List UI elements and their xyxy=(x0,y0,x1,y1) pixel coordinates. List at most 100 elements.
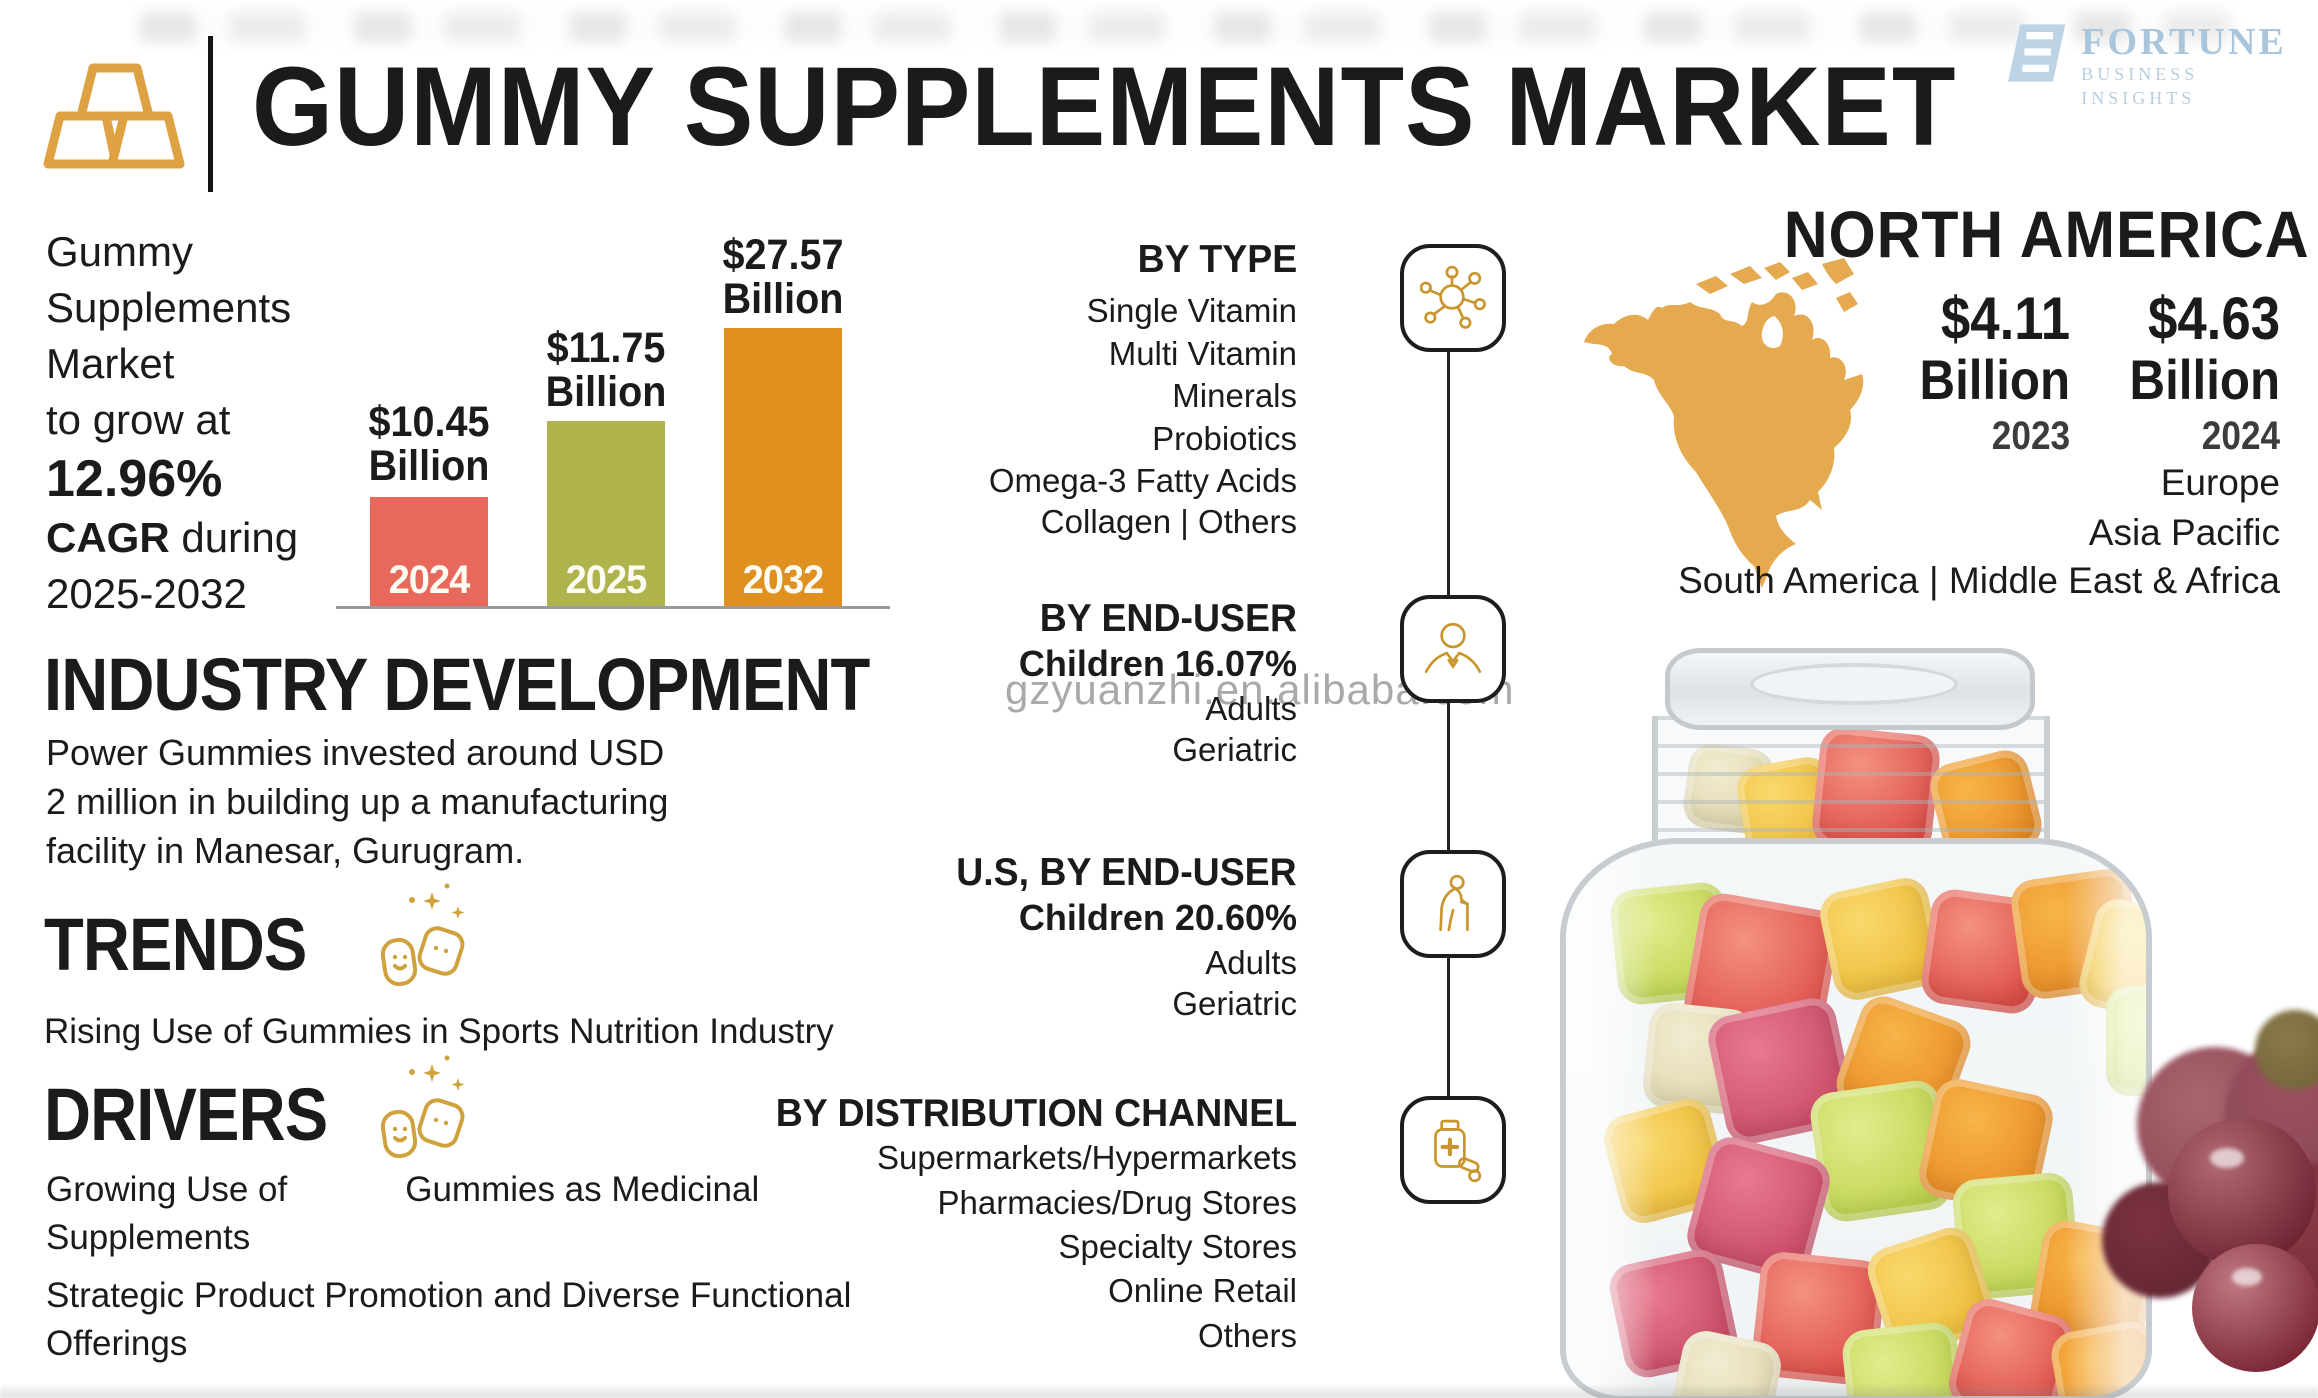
cagr-label: CAGR xyxy=(46,514,170,561)
by-type-item: Single Vitamin xyxy=(1086,292,1297,329)
bar-value-unit: Billion xyxy=(722,275,844,323)
stat-value: $4.11 xyxy=(1940,285,2070,352)
grape-highlight xyxy=(2210,1148,2244,1168)
by-distribution-item: Supermarkets/Hypermarkets xyxy=(877,1139,1297,1176)
trends-heading: TRENDS xyxy=(44,903,307,986)
bar-value-label: $27.57 Billion xyxy=(673,233,894,321)
person-icon xyxy=(1424,622,1482,674)
fb-monogram-icon xyxy=(2008,24,2066,82)
forecast-period: 2025-2032 xyxy=(46,570,247,617)
by-type-heading: BY TYPE xyxy=(1137,238,1297,281)
bar-2024: 2024 xyxy=(370,497,488,607)
by-distribution-item: Online Retail xyxy=(1108,1272,1297,1309)
gold-bars-icon xyxy=(43,63,185,169)
stat-unit: Billion xyxy=(2129,348,2280,411)
bar-value-unit: Billion xyxy=(545,368,667,416)
gummy-cube xyxy=(1680,740,1777,837)
watermark-smudge xyxy=(140,12,2230,42)
us-by-end-user-icon-box xyxy=(1400,850,1506,958)
bar-value-amount: $10.45 xyxy=(368,398,490,446)
by-end-user-item: Adults xyxy=(1205,690,1297,727)
bar-year-label: 2025 xyxy=(565,558,648,602)
bottom-watermark-strip xyxy=(0,1386,2318,1398)
by-end-user-item: Geriatric xyxy=(1172,731,1297,768)
molecule-icon xyxy=(1420,265,1486,329)
intro-line: to grow at xyxy=(46,396,231,443)
by-distribution-item: Specialty Stores xyxy=(1058,1228,1297,1265)
intro-line: Supplements xyxy=(46,284,292,331)
by-type-item: Collagen | Others xyxy=(1040,503,1297,540)
stat-2024: $4.63 Billion 2024 xyxy=(2129,288,2280,462)
us-by-end-user-item: Geriatric xyxy=(1172,985,1297,1022)
by-type-item: Minerals xyxy=(1172,377,1297,414)
gummy-cube xyxy=(2106,986,2146,1096)
chart-baseline xyxy=(336,606,890,609)
stat-unit: Billion xyxy=(1919,348,2070,411)
bar-year-label: 2024 xyxy=(388,558,471,602)
drivers-item-2: Strategic Product Promotion and Diverse … xyxy=(46,1272,851,1368)
segment-connector-line xyxy=(1447,340,1450,1150)
header-divider xyxy=(208,36,213,192)
by-type-item: Multi Vitamin xyxy=(1108,335,1297,372)
bar-value-label: $11.75 Billion xyxy=(496,326,717,414)
bar-year-label: 2032 xyxy=(742,558,825,602)
bar-value-amount: $11.75 xyxy=(546,324,666,372)
by-end-user-highlight: Children 16.07% xyxy=(1018,643,1297,684)
intro-line: Market xyxy=(46,340,175,387)
drivers-item-1-line-2: Supplements xyxy=(46,1218,251,1257)
by-type-item: Omega-3 Fatty Acids xyxy=(988,462,1297,499)
us-by-end-user-item: Adults xyxy=(1205,944,1297,981)
drivers-item-text: Growing Use of xyxy=(46,1170,288,1209)
bar-value-label: $10.45 Billion xyxy=(319,400,540,488)
drivers-item-text: Gummies as Medicinal xyxy=(405,1170,760,1209)
north-america-map xyxy=(1584,258,1864,588)
body-line: Power Gummies invested around USD xyxy=(46,732,665,773)
intro-line: Gummy xyxy=(46,228,193,275)
by-type-item: Probiotics xyxy=(1152,420,1297,457)
intro-text: Gummy Supplements Market to grow at 12.9… xyxy=(46,224,386,622)
trends-body: Rising Use of Gummies in Sports Nutritio… xyxy=(44,1012,834,1051)
stat-value: $4.63 xyxy=(2147,285,2280,352)
north-america-heading: NORTH AMERICA xyxy=(1784,197,2310,271)
bar-value-amount: $27.57 xyxy=(722,231,844,279)
grape-highlight xyxy=(2232,1268,2262,1286)
body-line: 2 million in building up a manufacturing xyxy=(46,781,669,822)
by-type-icon-box xyxy=(1400,244,1506,352)
gummy-cube xyxy=(1733,753,1844,844)
gummy-candies-icon xyxy=(380,1055,465,1159)
by-distribution-item: Pharmacies/Drug Stores xyxy=(937,1184,1297,1221)
gummy-cube xyxy=(1925,745,2044,844)
us-by-end-user-highlight: Children 20.60% xyxy=(1018,897,1297,938)
by-distribution-heading: BY DISTRIBUTION CHANNEL xyxy=(775,1092,1297,1135)
by-end-user-heading: BY END-USER xyxy=(1039,597,1297,640)
stat-year: 2024 xyxy=(2201,414,2280,458)
by-end-user-icon-box xyxy=(1400,595,1506,703)
bar-2025: 2025 xyxy=(547,421,665,607)
bar-2032: 2032 xyxy=(724,328,842,607)
drivers-item-text: Offerings xyxy=(46,1324,188,1363)
gummy-candies-icon xyxy=(380,883,465,987)
stat-2023: $4.11 Billion 2023 xyxy=(1919,288,2070,462)
by-distribution-item: Others xyxy=(1197,1317,1297,1354)
industry-development-heading: INDUSTRY DEVELOPMENT xyxy=(44,643,870,726)
stat-year: 2023 xyxy=(1991,414,2070,458)
cagr-value: 12.96% xyxy=(46,450,223,508)
gummy-cube xyxy=(1810,725,1942,844)
logo-name: FORTUNE xyxy=(2081,21,2287,63)
elderly-person-icon xyxy=(1439,874,1469,932)
jar-neck xyxy=(1652,716,2050,844)
gummy-jar xyxy=(1560,838,2152,1398)
jar-lid xyxy=(1665,648,2035,730)
medicine-bottle-icon xyxy=(1434,1119,1482,1183)
body-line: facility in Manesar, Gurugram. xyxy=(46,830,525,871)
drivers-item-text: Strategic Product Promotion and Diverse … xyxy=(46,1276,852,1315)
drivers-item-1: Growing Use of Gummies as Medicinal xyxy=(46,1166,759,1214)
grape xyxy=(2192,1244,2318,1372)
region-item: Europe xyxy=(2160,462,2280,503)
logo-tagline: BUSINESS INSIGHTS xyxy=(2081,64,2199,108)
region-item: Asia Pacific xyxy=(2088,512,2280,553)
bar-value-unit: Billion xyxy=(368,442,490,490)
industry-development-body: Power Gummies invested around USD 2 mill… xyxy=(46,728,668,875)
intro-line: CAGR during xyxy=(46,510,386,566)
